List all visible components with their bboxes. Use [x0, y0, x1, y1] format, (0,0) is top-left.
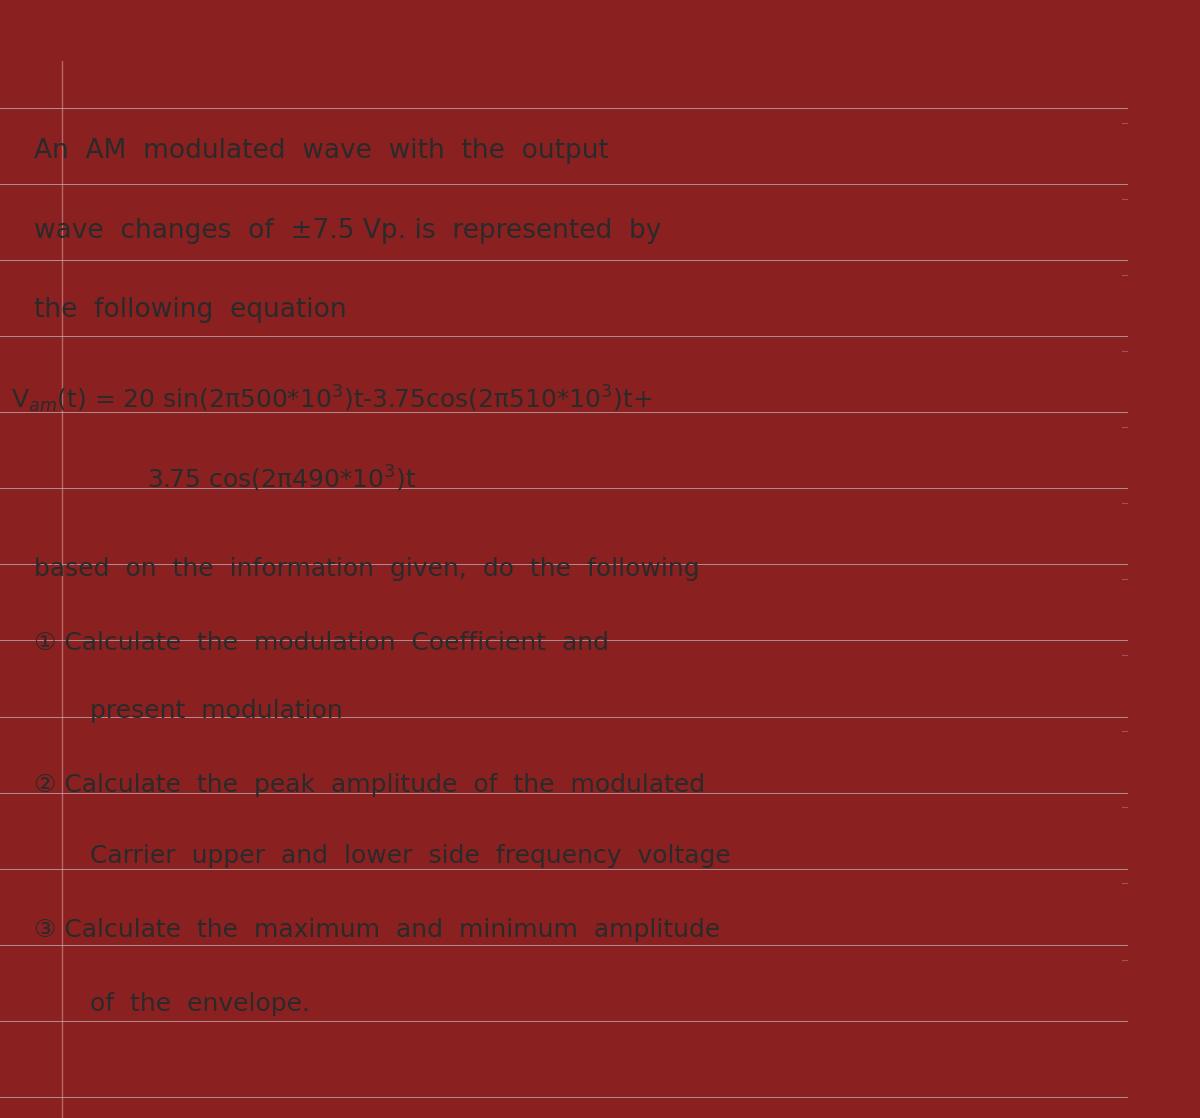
Text: 3.75 cos(2π490*10$^3$)t: 3.75 cos(2π490*10$^3$)t — [146, 464, 416, 494]
Text: V$_{am}$(t) = 20 sin(2π500*10$^3$)t-3.75cos(2π510*10$^3$)t+: V$_{am}$(t) = 20 sin(2π500*10$^3$)t-3.75… — [11, 383, 653, 415]
Text: ② Calculate  the  peak  amplitude  of  the  modulated: ② Calculate the peak amplitude of the mo… — [34, 774, 704, 797]
Text: ③ Calculate  the  maximum  and  minimum  amplitude: ③ Calculate the maximum and minimum ampl… — [34, 918, 720, 942]
Text: An  AM  modulated  wave  with  the  output: An AM modulated wave with the output — [34, 139, 608, 164]
Text: wave  changes  of  ±7.5 Vp. is  represented  by: wave changes of ±7.5 Vp. is represented … — [34, 218, 661, 244]
Text: Carrier  upper  and  lower  side  frequency  voltage: Carrier upper and lower side frequency v… — [90, 844, 731, 868]
Text: present  modulation: present modulation — [90, 699, 343, 723]
Text: ① Calculate  the  modulation  Coefficient  and: ① Calculate the modulation Coefficient a… — [34, 631, 608, 654]
Text: the  following  equation: the following equation — [34, 296, 347, 323]
Text: of  the  envelope.: of the envelope. — [90, 992, 311, 1016]
Text: based  on  the  information  given,  do  the  following: based on the information given, do the f… — [34, 557, 700, 580]
